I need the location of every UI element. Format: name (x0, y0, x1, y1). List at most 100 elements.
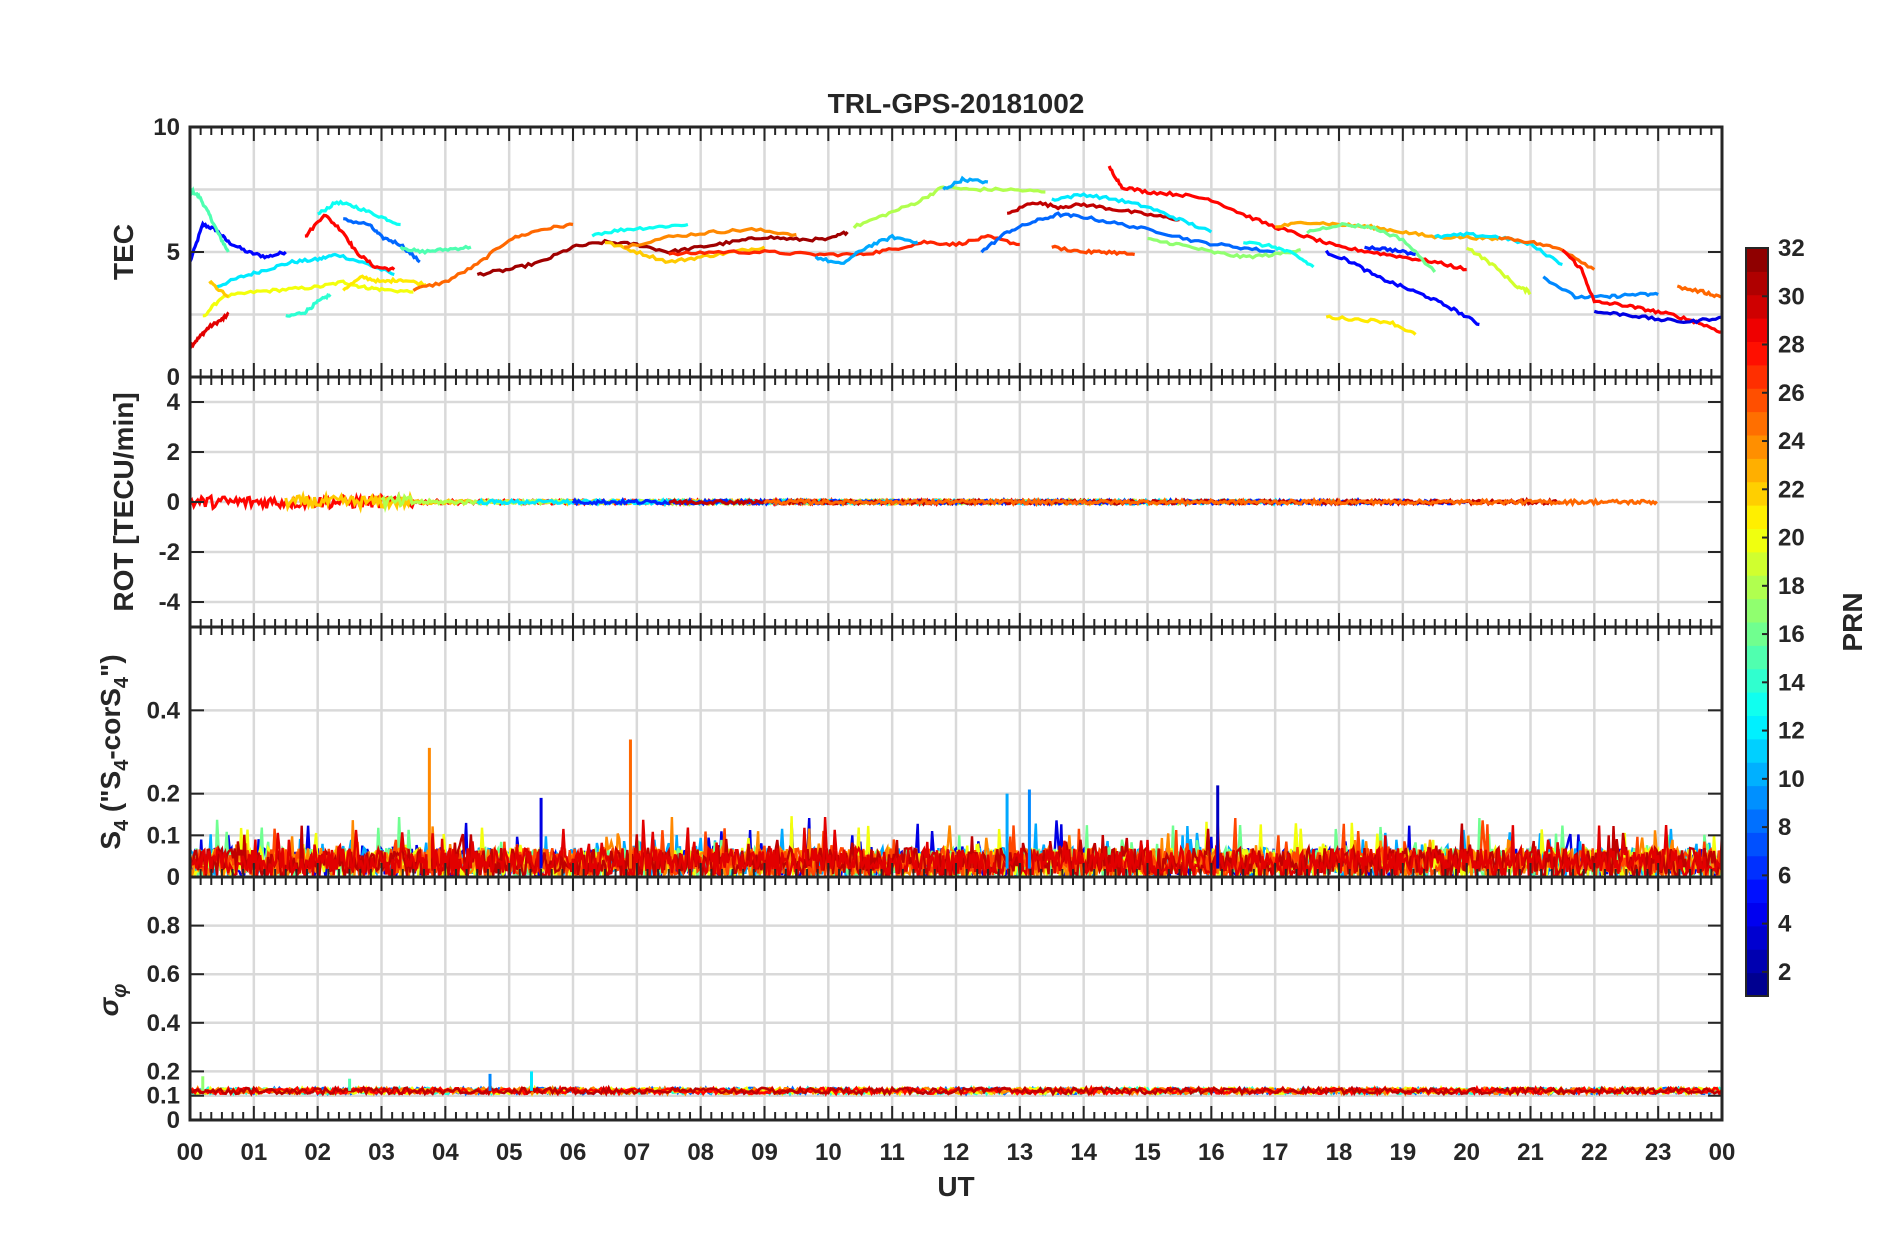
x-tick-label: 12 (943, 1139, 970, 1166)
x-tick-label: 19 (1389, 1139, 1416, 1166)
colorbar-segment (1746, 435, 1768, 459)
colorbar-segment (1746, 622, 1768, 646)
colorbar-segment (1746, 528, 1768, 553)
tec-series-prn-10 (942, 175, 989, 191)
tec-series-prn-19 (1466, 246, 1532, 296)
colorbar-segment (1746, 575, 1768, 600)
tec-series-prn-22 (208, 279, 230, 299)
colorbar-segment (1746, 248, 1768, 272)
colorbar-tick-label: 14 (1778, 669, 1805, 696)
s4-panel: 0 0.1 0.2 0.4 (147, 625, 1724, 891)
rot-series-group (190, 490, 1658, 514)
colorbar-tick-label: 12 (1778, 718, 1805, 745)
sig-y-tick-label: 0 (167, 1107, 180, 1134)
rot-y-tick-label: 0 (167, 489, 180, 516)
rot-panel: -4 -2 0 2 4 (159, 375, 1724, 629)
tec-series-prn-8 (980, 211, 1276, 254)
x-tick-label: 04 (432, 1139, 459, 1166)
x-tick-label: 21 (1517, 1139, 1544, 1166)
sig-y-tick-label: 0.1 (147, 1083, 180, 1110)
tec-series-prn-12 (214, 252, 395, 289)
x-tick-label: 00 (1709, 1139, 1736, 1166)
tec-series-prn-10 (814, 233, 919, 265)
tec-series-prn-26 (1051, 244, 1136, 257)
colorbar-tick-label: 32 (1778, 235, 1805, 262)
tec-series-prn-20 (202, 279, 414, 318)
colorbar-segment (1746, 388, 1768, 413)
x-tick-label: 23 (1645, 1139, 1672, 1166)
colorbar-segment (1746, 809, 1768, 833)
tec-series-prn-9 (1542, 275, 1659, 300)
x-axis-label: UT (937, 1171, 974, 1202)
colorbar-tick-label: 6 (1778, 862, 1791, 889)
x-tick-label: 11 (879, 1139, 904, 1166)
s4-y-tick-label: 0 (167, 864, 180, 891)
sigma-ylabel: σφ (93, 984, 131, 1017)
colorbar-segment (1746, 411, 1768, 436)
tec-series-prn-5 (1324, 249, 1480, 327)
x-tick-label: 09 (751, 1139, 778, 1166)
x-tick-label: 14 (1070, 1139, 1097, 1166)
s4-y-tick-label: 0.4 (147, 697, 181, 724)
tec-series-prn-25 (412, 222, 574, 292)
svg-text:S4 ("S4-corS4"): S4 ("S4-corS4") (95, 654, 133, 849)
tec-series-prn-13 (317, 199, 401, 227)
x-tick-label: 16 (1198, 1139, 1225, 1166)
colorbar-tick-label: 4 (1778, 911, 1792, 938)
tec-series-prn-15 (190, 186, 230, 253)
tec-y-tick-label: 5 (167, 239, 180, 266)
colorbar-tick-label: 2 (1778, 959, 1791, 986)
colorbar-segment (1746, 271, 1768, 296)
colorbar-tick-label: 8 (1778, 814, 1791, 841)
colorbar-segment (1746, 902, 1768, 927)
x-tick-label: 08 (687, 1139, 714, 1166)
colorbar-tick-label: 10 (1778, 766, 1805, 793)
tec-series-prn-23 (1275, 220, 1500, 242)
chart-title: TRL-GPS-20181002 (828, 88, 1085, 119)
tec-series-prn-28 (304, 213, 396, 273)
tec-series-prn-4 (1593, 309, 1722, 325)
colorbar-segment (1746, 925, 1768, 950)
colorbar-segment (1746, 879, 1768, 903)
colorbar-tick-label: 26 (1778, 380, 1805, 407)
rot-series-prn-25 (763, 496, 1658, 508)
colorbar-frame (1745, 247, 1769, 997)
x-tick-label: 18 (1326, 1139, 1353, 1166)
sigma-phi-panel: 00.10.2 0.4 0.6 0.8 (147, 875, 1724, 1134)
tec-series-prn-30 (1006, 200, 1180, 222)
tec-y-tick-label: 10 (153, 114, 180, 141)
s4-y-tick-label: 0.1 (147, 822, 180, 849)
colorbar-segment (1746, 481, 1768, 506)
tec-series-prn-14 (285, 292, 332, 318)
colorbar-segment (1746, 598, 1768, 623)
colorbar-tick-label: 20 (1778, 525, 1805, 552)
x-tick-label: 05 (496, 1139, 523, 1166)
sig-series-group (190, 1071, 1722, 1097)
x-tick-label: 02 (304, 1139, 331, 1166)
x-tick-label: 06 (560, 1139, 587, 1166)
rot-y-tick-label: -2 (159, 539, 180, 566)
colorbar-segment (1746, 645, 1768, 670)
tec-panel: 0 5 10 (153, 114, 1724, 391)
tec-series-group (190, 165, 1722, 350)
colorbar-tick-label: 22 (1778, 476, 1805, 503)
sig-y-tick-label: 0.4 (147, 1010, 181, 1037)
rot-y-tick-label: 2 (167, 439, 180, 466)
tec-series-prn-6 (1364, 245, 1416, 257)
svg-text:σφ: σφ (93, 984, 131, 1017)
colorbar-tick-label: 18 (1778, 573, 1805, 600)
tec-series-prn-13 (591, 222, 689, 238)
colorbar-segment (1746, 364, 1768, 389)
colorbar-segment (1746, 715, 1768, 740)
colorbar-tick-label: 24 (1778, 428, 1805, 455)
x-tick-label: 17 (1262, 1139, 1289, 1166)
colorbar-segment (1746, 832, 1768, 857)
tec-series-prn-21 (342, 274, 427, 292)
colorbar-tick-label: 16 (1778, 621, 1805, 648)
x-tick-label: 07 (623, 1139, 650, 1166)
tec-series-prn-29 (190, 311, 230, 350)
colorbar-segment (1746, 341, 1768, 366)
tec-ylabel: TEC (108, 224, 139, 280)
